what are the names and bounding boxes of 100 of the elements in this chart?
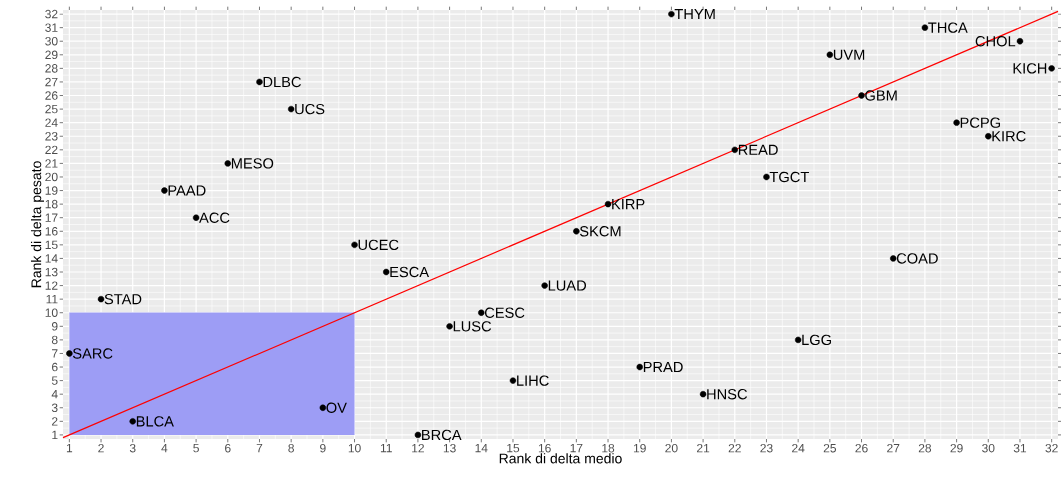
y-tick-label: 32	[45, 9, 58, 19]
point	[636, 363, 643, 371]
y-axis-title: Rank di delta pesato	[30, 161, 45, 288]
annotation: CESC	[484, 307, 525, 318]
point	[794, 336, 802, 344]
y-tick-label: 28	[45, 64, 58, 73]
annotation: LUAD	[548, 280, 587, 291]
x-tick-label: 29	[950, 443, 963, 453]
x-tick-label: 14	[475, 443, 488, 453]
y-tick-label: 18	[45, 199, 58, 209]
x-tick-label: 23	[760, 443, 773, 453]
annotation: HNSC	[707, 389, 748, 400]
y-tick-label: 29	[45, 50, 58, 60]
annotation: BLCA	[136, 416, 174, 427]
annotation: PRAD	[643, 362, 683, 373]
annotation: PCPG	[960, 117, 1000, 128]
y-tick-label: 20	[45, 172, 58, 182]
x-tick-label: 5	[193, 443, 199, 453]
point	[731, 146, 738, 154]
point	[826, 51, 834, 58]
y-tick-label: 17	[45, 213, 58, 222]
point	[351, 241, 358, 249]
x-tick-label: 21	[697, 443, 710, 453]
annotation: ESCA	[390, 266, 430, 278]
point	[985, 133, 992, 140]
annotation: ACC	[199, 212, 230, 223]
x-tick-label: 15	[507, 443, 520, 453]
x-tick-label: 11	[380, 443, 392, 453]
annotation: OV	[326, 402, 347, 413]
y-tick-label: 24	[45, 118, 58, 127]
x-tick-label: 1	[66, 443, 73, 453]
point	[129, 418, 136, 425]
x-tick-label: 6	[225, 443, 231, 453]
annotation: KIRC	[992, 131, 1026, 142]
point	[890, 255, 897, 262]
annotation: LGG	[802, 334, 831, 346]
annotation: COAD	[896, 253, 938, 264]
y-tick-label: 23	[45, 132, 58, 141]
x-tick-label: 20	[665, 443, 678, 453]
point	[446, 323, 453, 330]
x-tick-label: 26	[855, 443, 868, 453]
point	[97, 295, 105, 303]
annotation: THYM	[674, 9, 715, 20]
x-tick-label: 2	[98, 443, 104, 453]
y-tick-label: 8	[51, 335, 58, 345]
x-tick-label: 7	[256, 443, 263, 453]
point	[478, 309, 485, 316]
y-tick-label: 7	[52, 349, 58, 358]
x-tick-label: 4	[161, 443, 168, 453]
x-tick-label: 10	[348, 443, 361, 453]
annotation: UCS	[295, 103, 325, 115]
y-tick-label: 25	[45, 104, 58, 114]
x-axis-title: Rank di delta medio	[499, 453, 622, 464]
x-tick-label: 24	[792, 443, 805, 453]
point	[256, 78, 263, 86]
x-tick-label: 25	[823, 443, 837, 453]
point	[224, 160, 231, 167]
annotation: MESO	[231, 158, 274, 169]
y-tick-label: 14	[45, 254, 58, 263]
point	[383, 268, 390, 276]
x-tick-label: 12	[412, 443, 424, 453]
y-tick-label: 11	[46, 295, 58, 304]
y-tick-label: 27	[45, 77, 58, 87]
x-tick-label: 8	[288, 443, 294, 453]
y-tick-label: 31	[45, 23, 58, 32]
y-tick-label: 10	[45, 308, 58, 317]
annotation: PAAD	[168, 185, 206, 196]
annotation: DLBC	[263, 76, 301, 88]
x-tick-label: 27	[887, 443, 900, 453]
y-tick-label: 22	[45, 145, 58, 155]
x-tick-label: 18	[602, 443, 615, 453]
point	[699, 390, 707, 398]
annotation: STAD	[104, 293, 142, 305]
y-tick-label: 15	[45, 240, 58, 250]
annotation: BRCA	[422, 429, 462, 441]
point	[161, 187, 168, 194]
y-tick-label: 6	[52, 362, 58, 372]
y-tick-label: 5	[51, 376, 58, 385]
annotation: UVM	[833, 49, 865, 60]
x-tick-label: 19	[633, 443, 646, 453]
y-tick-label: 4	[51, 390, 58, 399]
y-tick-label: 3	[51, 403, 58, 413]
y-tick-label: 2	[52, 417, 58, 426]
x-tick-label: 9	[320, 443, 326, 453]
annotation: READ	[738, 144, 778, 155]
point	[1016, 38, 1024, 45]
annotation: LIHC	[517, 375, 549, 386]
annotation: KIRP	[612, 199, 645, 210]
point	[414, 431, 422, 439]
x-tick-label: 32	[1045, 443, 1058, 453]
annotation: LUSC	[453, 321, 492, 332]
y-tick-label: 26	[45, 91, 58, 100]
y-tick-label: 16	[45, 227, 58, 236]
y-tick-label: 1	[52, 430, 58, 440]
y-tick-label: 9	[51, 322, 58, 331]
x-tick-label: 13	[443, 443, 456, 453]
x-tick-label: 16	[538, 443, 551, 453]
x-tick-label: 28	[918, 443, 932, 453]
annotation: GBM	[865, 90, 897, 101]
point	[573, 228, 580, 235]
